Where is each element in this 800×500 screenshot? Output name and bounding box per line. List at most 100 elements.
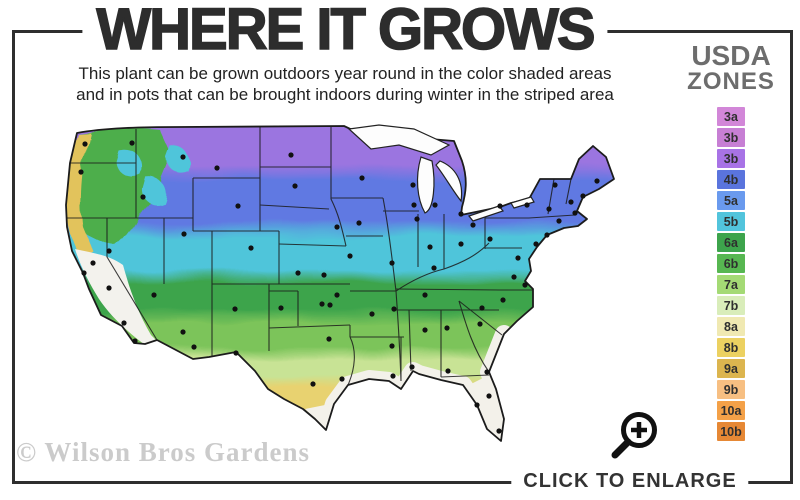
legend-zone-chip-3a: 3a [717, 107, 745, 126]
city-dot [496, 428, 502, 434]
city-dot [106, 248, 112, 254]
city-dot [552, 182, 558, 188]
cascade-cyan-2 [141, 176, 165, 204]
city-dot [339, 376, 345, 382]
subtitle-line-2: and in pots that can be brought indoors … [76, 85, 614, 104]
city-dot [524, 202, 530, 208]
legend-zone-chip-3b: 3b [717, 149, 745, 168]
city-dot [458, 241, 464, 247]
city-dot [278, 305, 284, 311]
city-dot [321, 272, 327, 278]
legend-zone-label: 8b [723, 340, 739, 355]
city-dot [477, 321, 483, 327]
legend-zone-label: 9a [724, 361, 738, 376]
legend-zone-chip-9b: 9b [717, 380, 745, 399]
legend-zone-label: 6a [724, 235, 738, 250]
montana-cyan [167, 146, 190, 173]
city-dot [78, 169, 84, 175]
legend-zone-label: 10b [720, 424, 742, 439]
subtitle: This plant can be grown outdoors year ro… [25, 63, 665, 105]
city-dot [180, 154, 186, 160]
city-dot [568, 199, 574, 205]
page-title: WHERE IT GROWS [82, 0, 608, 60]
legend-zone-chip-6a: 6a [717, 233, 745, 252]
legend-zone-label: 4b [723, 172, 739, 187]
city-dot [458, 211, 464, 217]
city-dot [129, 140, 135, 146]
legend-zone-label: 6b [723, 256, 739, 271]
city-dot [235, 203, 241, 209]
legend-zone-label: 5b [723, 214, 739, 229]
legend-zone-chip-3b: 3b [717, 128, 745, 147]
city-dot [334, 224, 340, 230]
great-lakes [347, 124, 535, 222]
city-dot [326, 336, 332, 342]
click-to-enlarge-button[interactable]: CLICK TO ENLARGE [511, 468, 749, 494]
legend-zone-label: 3b [723, 151, 739, 166]
city-dot [191, 344, 197, 350]
city-dot [422, 292, 428, 298]
legend-zone-label: 5a [724, 193, 738, 208]
legend-zone-chip-4b: 4b [717, 170, 745, 189]
city-dot [580, 193, 586, 199]
city-dot [391, 306, 397, 312]
lake-erie [467, 205, 505, 222]
city-dot [422, 327, 428, 333]
city-dot [411, 202, 417, 208]
city-dot [327, 302, 333, 308]
cascade-cyan-1 [114, 148, 141, 176]
watermark: © Wilson Bros Gardens [16, 437, 310, 467]
city-dot [140, 194, 146, 200]
us-map-svg [65, 124, 615, 442]
legend-zone-label: 9b [723, 382, 739, 397]
legend-heading-zones: ZONES [687, 68, 775, 95]
lake-huron [435, 160, 463, 203]
city-dot [81, 270, 87, 276]
lake-superior [347, 124, 451, 156]
city-dot [427, 244, 433, 250]
city-dot [356, 220, 362, 226]
legend-heading-usda: USDA [691, 40, 771, 71]
legend-zone-chip-10b: 10b [717, 422, 745, 441]
city-dot [432, 202, 438, 208]
legend-zone-label: 3b [723, 130, 739, 145]
city-dot [310, 381, 316, 387]
legend-zone-chip-5a: 5a [717, 191, 745, 210]
city-dot [484, 369, 490, 375]
lake-michigan [416, 156, 435, 214]
city-dot [334, 292, 340, 298]
city-dot [233, 350, 239, 356]
legend-zone-label: 10a [720, 403, 742, 418]
legend-zone-chip-8b: 8b [717, 338, 745, 357]
city-dot [90, 260, 96, 266]
legend-zone-chip-9a: 9a [717, 359, 745, 378]
legend-zone-chip-6b: 6b [717, 254, 745, 273]
city-dot [487, 236, 493, 242]
city-dot [389, 343, 395, 349]
city-dot [82, 141, 88, 147]
city-dot [556, 218, 562, 224]
city-dot [546, 206, 552, 212]
legend-zone-label: 7a [724, 277, 738, 292]
magnifier-plus-icon[interactable] [602, 408, 662, 468]
legend-zone-chip-7a: 7a [717, 275, 745, 294]
city-dot [248, 245, 254, 251]
city-dot [515, 255, 521, 261]
city-dot [132, 338, 138, 344]
us-hardiness-zone-map[interactable] [59, 119, 615, 451]
city-dot [474, 402, 480, 408]
city-dot [431, 265, 437, 271]
legend-zone-chip-7b: 7b [717, 296, 745, 315]
subtitle-line-1: This plant can be grown outdoors year ro… [78, 64, 612, 83]
usda-zones-legend: USDA ZONES 3a 3b 3b 4b 5a 5b 6a 6b 7a 7b 8a 8b 9a 9b 1… [683, 42, 779, 441]
city-dot [390, 373, 396, 379]
city-dot [319, 301, 325, 307]
city-dot [214, 165, 220, 171]
city-dot [572, 210, 578, 216]
legend-zone-chip-5b: 5b [717, 212, 745, 231]
city-dot [533, 241, 539, 247]
city-dot [288, 152, 294, 158]
city-dot [369, 311, 375, 317]
city-dot [181, 231, 187, 237]
